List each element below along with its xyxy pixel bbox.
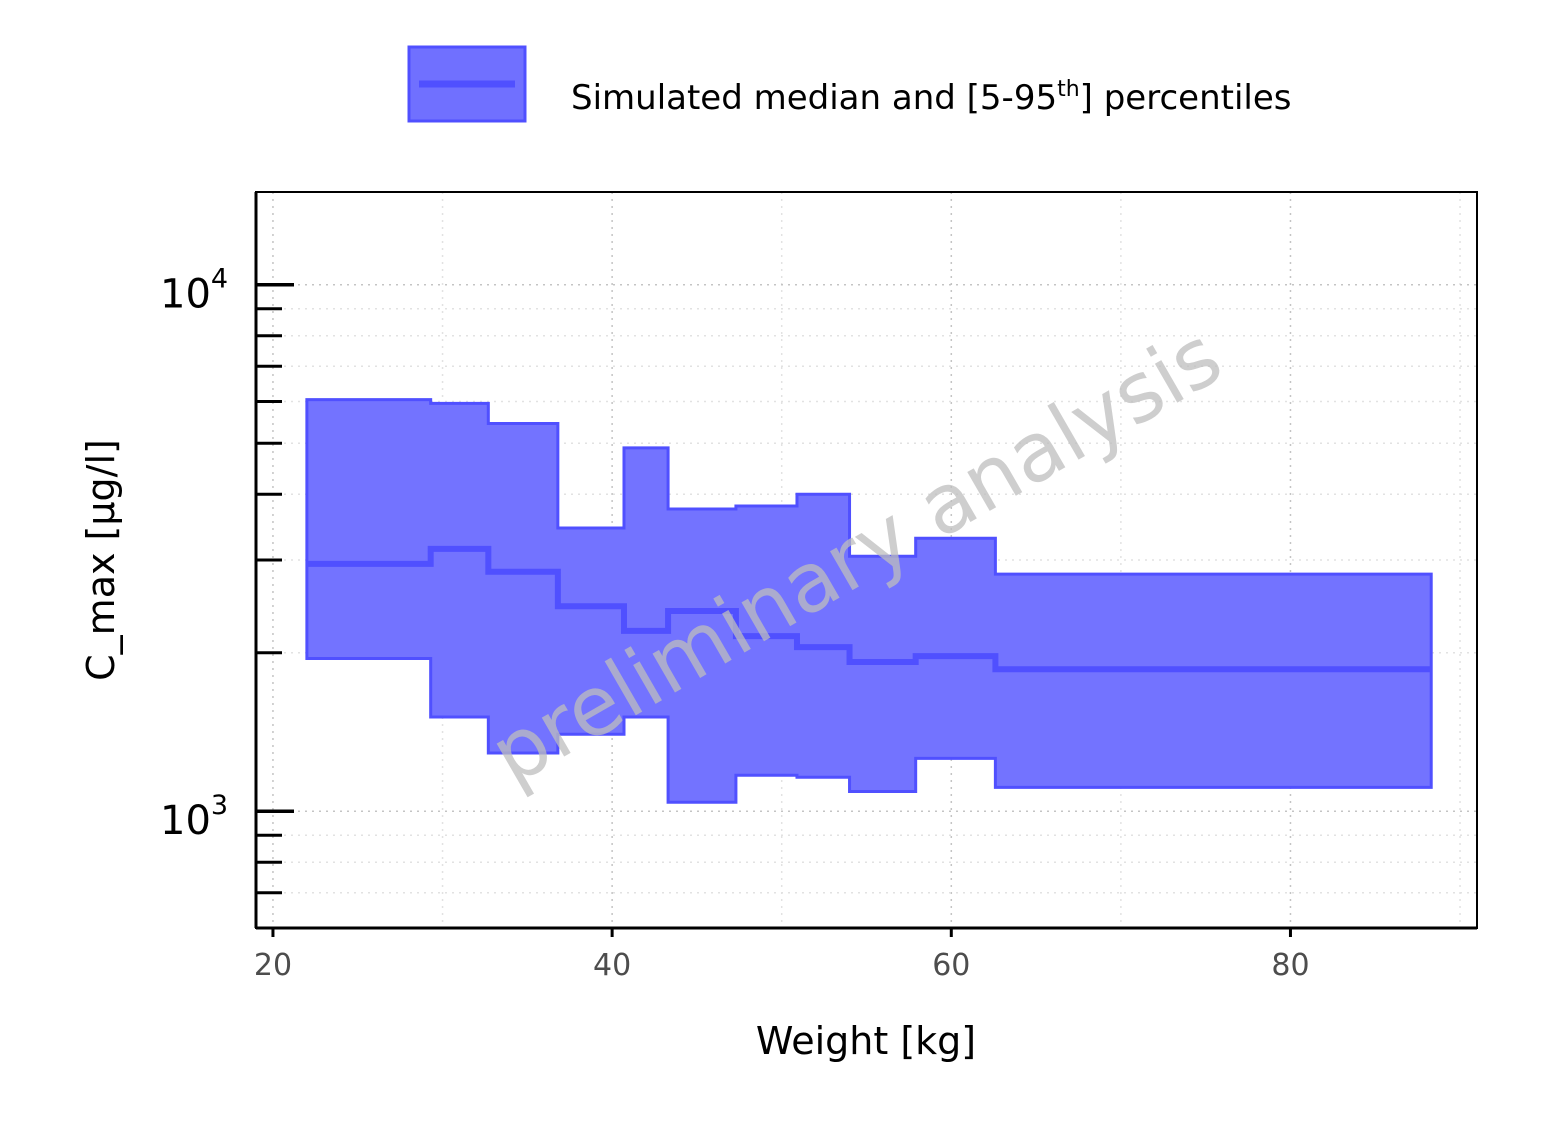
y-tick-label-base: 10: [160, 272, 211, 318]
legend-label-sup: th: [1057, 77, 1080, 102]
x-tick-label: 40: [593, 948, 631, 983]
percentile-band-area: [305, 398, 1433, 804]
median-step-line: [306, 545, 1432, 673]
y-tick-label-exponent: 4: [211, 264, 228, 295]
legend-label: Simulated median and [5-95th] percentile…: [571, 77, 1291, 118]
x-ticks: 20 40 60 80: [254, 928, 1310, 983]
x-axis-title: Weight [kg]: [756, 1019, 976, 1063]
legend: Simulated median and [5-95th] percentile…: [407, 45, 1291, 123]
legend-label-end: ] percentiles: [1080, 78, 1292, 118]
y-axis-title: C_max [µg/l]: [79, 439, 123, 681]
legend-label-main: Simulated median and [5-95: [571, 78, 1057, 118]
y-tick-label-exponent: 3: [211, 790, 228, 821]
x-tick-label: 80: [1271, 948, 1309, 983]
y-tick-label: 103: [160, 790, 228, 844]
plot-area: preliminary analysis: [255, 191, 1478, 929]
median-line: [306, 545, 1432, 673]
x-tick-label: 60: [932, 948, 970, 983]
x-tick-label: 20: [254, 948, 292, 983]
y-tick-label-base: 10: [160, 798, 211, 844]
percentile-band: [305, 398, 1433, 804]
y-tick-label: 104: [160, 264, 228, 318]
